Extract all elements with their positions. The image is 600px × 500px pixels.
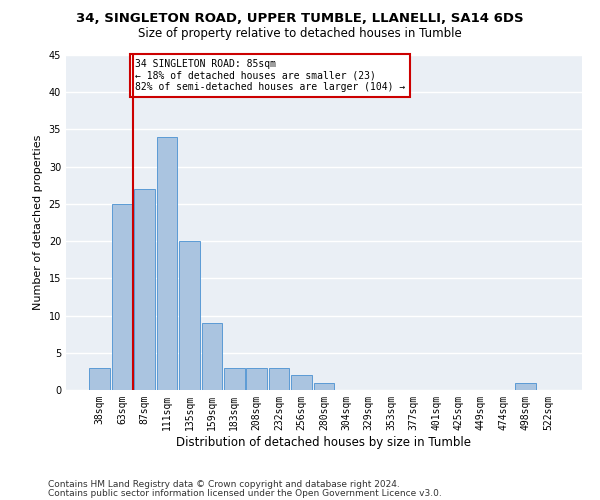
Bar <box>112 204 133 390</box>
Bar <box>134 189 155 390</box>
Bar <box>291 375 312 390</box>
Bar <box>269 368 289 390</box>
Bar <box>224 368 245 390</box>
Bar <box>179 241 200 390</box>
Bar <box>515 382 536 390</box>
Bar <box>247 368 267 390</box>
Bar <box>157 137 178 390</box>
Text: Size of property relative to detached houses in Tumble: Size of property relative to detached ho… <box>138 28 462 40</box>
Text: 34 SINGLETON ROAD: 85sqm
← 18% of detached houses are smaller (23)
82% of semi-d: 34 SINGLETON ROAD: 85sqm ← 18% of detach… <box>134 58 405 92</box>
Bar <box>314 382 334 390</box>
X-axis label: Distribution of detached houses by size in Tumble: Distribution of detached houses by size … <box>176 436 472 448</box>
Bar <box>89 368 110 390</box>
Text: Contains HM Land Registry data © Crown copyright and database right 2024.: Contains HM Land Registry data © Crown c… <box>48 480 400 489</box>
Text: Contains public sector information licensed under the Open Government Licence v3: Contains public sector information licen… <box>48 489 442 498</box>
Y-axis label: Number of detached properties: Number of detached properties <box>33 135 43 310</box>
Bar <box>202 323 222 390</box>
Text: 34, SINGLETON ROAD, UPPER TUMBLE, LLANELLI, SA14 6DS: 34, SINGLETON ROAD, UPPER TUMBLE, LLANEL… <box>76 12 524 26</box>
